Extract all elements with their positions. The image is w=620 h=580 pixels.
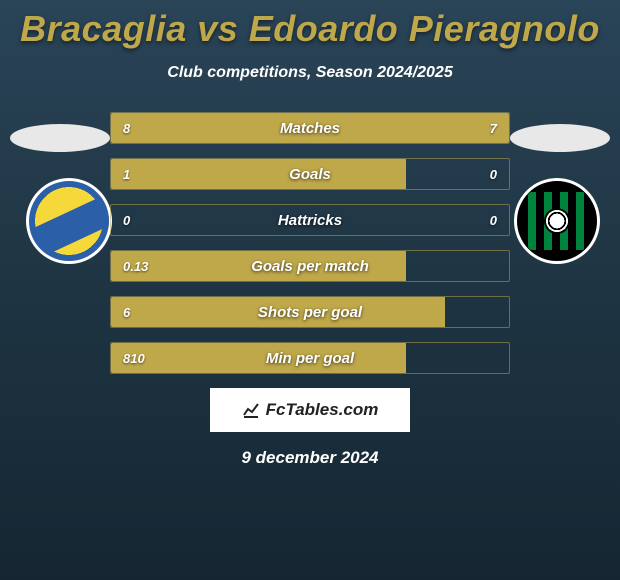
subtitle: Club competitions, Season 2024/2025	[0, 64, 620, 82]
date-text: 9 december 2024	[0, 448, 620, 468]
stat-row: 810Min per goal	[110, 342, 510, 374]
stat-label: Shots per goal	[111, 304, 509, 321]
stat-row: 8Matches7	[110, 112, 510, 144]
stat-row: 1Goals0	[110, 158, 510, 190]
stat-value-right: 0	[490, 213, 497, 228]
page-title: Bracaglia vs Edoardo Pieragnolo	[0, 0, 620, 50]
stat-row: 0.13Goals per match	[110, 250, 510, 282]
stat-label: Hattricks	[111, 212, 509, 229]
stat-row: 6Shots per goal	[110, 296, 510, 328]
chart-icon	[242, 401, 260, 419]
stat-label: Min per goal	[111, 350, 509, 367]
stat-value-right: 7	[490, 121, 497, 136]
stat-value-right: 0	[490, 167, 497, 182]
stats-container: 8Matches71Goals00Hattricks00.13Goals per…	[0, 112, 620, 374]
stat-label: Goals	[111, 166, 509, 183]
stat-label: Matches	[111, 120, 509, 137]
stat-label: Goals per match	[111, 258, 509, 275]
watermark-text: FcTables.com	[266, 400, 379, 420]
stat-row: 0Hattricks0	[110, 204, 510, 236]
watermark[interactable]: FcTables.com	[210, 388, 410, 432]
